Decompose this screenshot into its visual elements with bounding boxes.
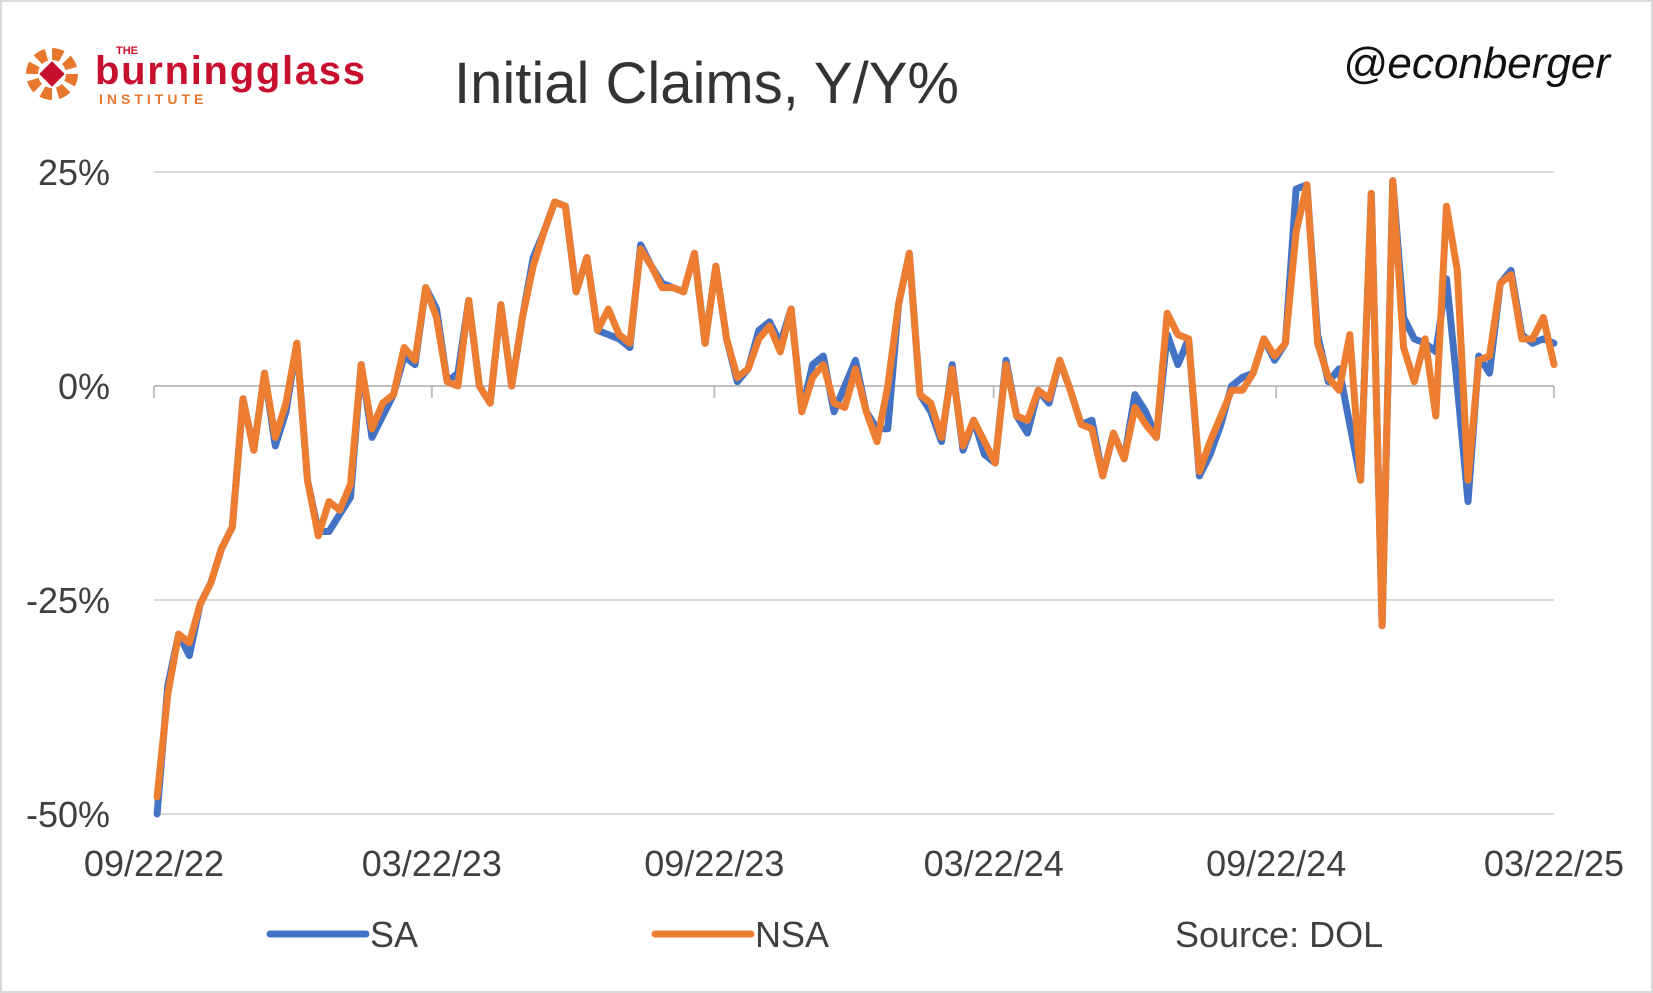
y-tick-label: 25% — [38, 152, 110, 193]
logo-icon-center — [39, 61, 65, 87]
logo-icon — [26, 48, 78, 100]
logo: THE burningglass INSTITUTE — [26, 45, 365, 107]
x-tick-label: 09/22/23 — [644, 843, 784, 884]
legend-label: SA — [370, 914, 418, 955]
x-tick-label: 09/22/22 — [84, 843, 224, 884]
handle: @econberger — [1343, 39, 1613, 88]
x-tick-label: 03/22/23 — [362, 843, 502, 884]
plot-area: -50% -25% 0% 25% 09/22/22 03/22/23 09/22/23 03/… — [26, 152, 1624, 955]
chart-title: Initial Claims, Y/Y% — [454, 51, 959, 116]
y-tick-label: -50% — [26, 794, 110, 835]
y-tick-label: 0% — [58, 366, 110, 407]
logo-brand: burningglass — [95, 49, 365, 93]
legend-label: NSA — [755, 914, 829, 955]
source-note: Source: DOL — [1175, 914, 1383, 955]
x-tick-label: 09/22/24 — [1206, 843, 1346, 884]
logo-top: THE — [116, 45, 138, 57]
series-line — [153, 177, 1558, 801]
x-tick-label: 03/22/25 — [1484, 843, 1624, 884]
y-tick-label: -25% — [26, 580, 110, 621]
x-tick-label: 03/22/24 — [924, 843, 1064, 884]
logo-sub: INSTITUTE — [99, 91, 207, 107]
